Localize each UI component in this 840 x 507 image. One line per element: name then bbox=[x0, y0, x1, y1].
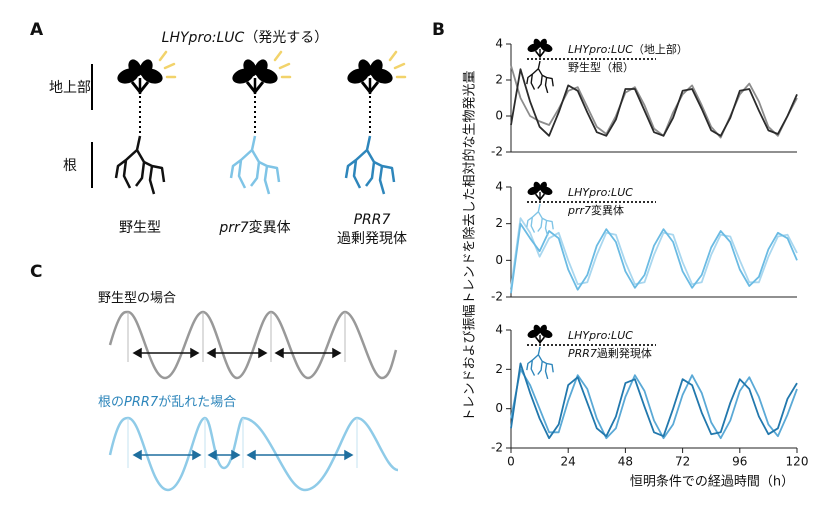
panel-label: C bbox=[30, 262, 42, 282]
text-segment: 野生型 bbox=[119, 220, 161, 236]
text-segment: 野生型（根） bbox=[568, 60, 634, 74]
label: prr7変異体 bbox=[218, 219, 290, 236]
y-tick-label: 2 bbox=[495, 216, 503, 230]
row-label: 根 bbox=[63, 158, 77, 174]
root bbox=[526, 60, 554, 94]
label: 野生型 bbox=[119, 220, 161, 236]
plant-icon bbox=[525, 322, 555, 380]
y-tick-label: 0 bbox=[495, 401, 503, 415]
plant bbox=[113, 50, 177, 196]
text-segment: LHYpro:LUC bbox=[568, 329, 633, 342]
shoot bbox=[525, 36, 555, 59]
text-segment: 過剰発現体 bbox=[337, 231, 407, 247]
y-tick-label: -2 bbox=[491, 290, 503, 304]
shoot bbox=[525, 322, 555, 345]
panel-label: A bbox=[30, 20, 44, 40]
glow bbox=[158, 50, 177, 79]
x-tick-label: 24 bbox=[561, 455, 576, 469]
label: LHYpro:LUC（地上部） bbox=[568, 42, 688, 56]
y-tick-label: 0 bbox=[495, 109, 503, 123]
y-axis-label: トレンドおよび振幅トレンドを除去した相対的な生物発光量 bbox=[462, 70, 478, 421]
plant-icon bbox=[525, 179, 555, 237]
label: LHYpro:LUC bbox=[568, 329, 633, 342]
series-line bbox=[510, 362, 798, 440]
y-tick-label: 4 bbox=[495, 180, 503, 194]
x-tick-label: 48 bbox=[618, 455, 633, 469]
y-tick-label: 4 bbox=[495, 37, 503, 51]
x-tick-label: 120 bbox=[786, 455, 809, 469]
x-axis-label: 恒明条件での経過時間（h） bbox=[630, 474, 794, 490]
series-line bbox=[510, 222, 798, 294]
y-tick-label: -2 bbox=[491, 145, 503, 159]
root bbox=[344, 134, 396, 196]
text-segment: prr7 bbox=[567, 204, 591, 217]
shoot bbox=[525, 179, 555, 202]
label: LHYpro:LUC bbox=[568, 186, 633, 199]
series-line bbox=[510, 368, 798, 440]
rhythm-wave bbox=[108, 416, 399, 492]
shoot bbox=[113, 55, 167, 96]
label: PRR7過剰発現体 bbox=[568, 346, 652, 360]
text-segment: 根の bbox=[98, 395, 124, 410]
text-segment: LHYpro:LUC bbox=[568, 43, 633, 56]
y-tick-label: 2 bbox=[495, 362, 503, 376]
label: prr7変異体 bbox=[567, 203, 624, 217]
text-segment: 過剰発現体 bbox=[597, 346, 652, 360]
x-tick-label: 72 bbox=[675, 455, 690, 469]
text-segment: PRR7 bbox=[354, 212, 391, 228]
text-segment: LHYpro:LUC bbox=[162, 30, 245, 46]
series-line bbox=[510, 65, 798, 139]
root bbox=[229, 134, 281, 196]
plant bbox=[343, 50, 407, 196]
label: PRR7 bbox=[354, 212, 391, 228]
plant-icon bbox=[525, 36, 555, 94]
text-segment: （地上部） bbox=[633, 42, 688, 56]
text-segment: prr7 bbox=[218, 220, 248, 236]
x-tick-label: 0 bbox=[507, 455, 515, 469]
text-segment: 変異体 bbox=[249, 219, 291, 236]
panel-label: B bbox=[432, 20, 445, 40]
text-segment: LHYpro:LUC bbox=[568, 186, 633, 199]
root bbox=[526, 346, 554, 380]
text-segment: （発光する） bbox=[244, 30, 328, 46]
text-segment: が乱れた場合 bbox=[158, 395, 236, 410]
label: 野生型の場合 bbox=[98, 291, 176, 306]
plant bbox=[228, 50, 292, 196]
rhythm-wave bbox=[108, 310, 398, 380]
shoot bbox=[343, 55, 397, 96]
label: 過剰発現体 bbox=[337, 231, 407, 247]
glow bbox=[273, 50, 292, 79]
text-segment: 変異体 bbox=[591, 203, 624, 217]
series-line bbox=[510, 68, 798, 137]
text-segment: PRR7 bbox=[568, 347, 597, 360]
shoot bbox=[228, 55, 282, 96]
series-line bbox=[510, 217, 798, 288]
text-segment: 野生型の場合 bbox=[98, 291, 176, 306]
y-tick-label: 4 bbox=[495, 323, 503, 337]
label: 野生型（根） bbox=[568, 60, 634, 74]
wave-diagram bbox=[108, 310, 399, 492]
label: LHYpro:LUC（発光する） bbox=[162, 30, 329, 46]
text-segment: PRR7 bbox=[124, 395, 159, 410]
glow bbox=[388, 50, 407, 79]
y-tick-label: 2 bbox=[495, 73, 503, 87]
y-tick-label: 0 bbox=[495, 253, 503, 267]
label: 根のPRR7が乱れた場合 bbox=[98, 395, 236, 410]
root bbox=[114, 134, 166, 196]
x-tick-label: 96 bbox=[732, 455, 747, 469]
row-label: 地上部 bbox=[49, 80, 91, 96]
y-tick-label: -2 bbox=[491, 441, 503, 455]
